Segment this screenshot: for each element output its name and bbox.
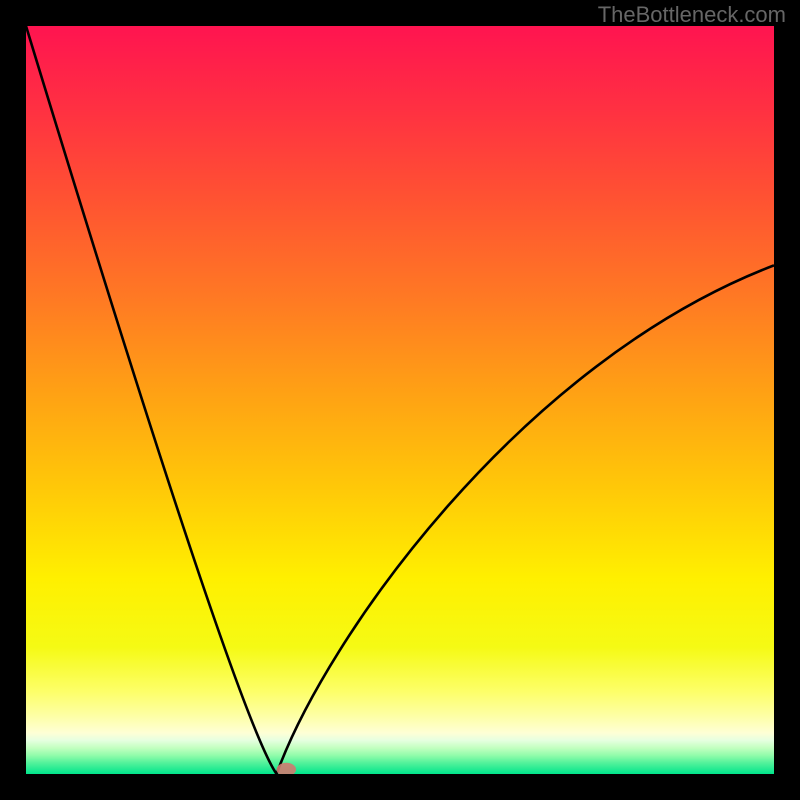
chart-frame: TheBottleneck.com <box>0 0 800 800</box>
plot-area <box>26 26 774 774</box>
plot-svg <box>26 26 774 774</box>
gradient-background <box>26 26 774 774</box>
watermark-text: TheBottleneck.com <box>598 2 786 28</box>
